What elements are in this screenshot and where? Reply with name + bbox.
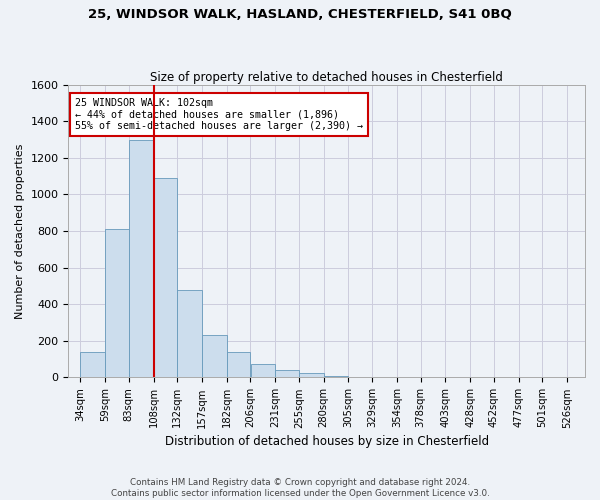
Bar	[80, 352, 105, 378]
Bar	[251, 364, 275, 378]
Bar	[227, 352, 250, 378]
Title: Size of property relative to detached houses in Chesterfield: Size of property relative to detached ho…	[150, 70, 503, 84]
Bar	[299, 373, 323, 378]
Bar	[373, 377, 397, 378]
Bar	[202, 336, 227, 378]
Text: Contains HM Land Registry data © Crown copyright and database right 2024.
Contai: Contains HM Land Registry data © Crown c…	[110, 478, 490, 498]
Bar	[105, 229, 128, 378]
Text: 25 WINDSOR WALK: 102sqm
← 44% of detached houses are smaller (1,896)
55% of semi: 25 WINDSOR WALK: 102sqm ← 44% of detache…	[75, 98, 363, 131]
Bar	[349, 376, 372, 378]
Bar	[178, 290, 202, 378]
Bar	[275, 370, 299, 378]
Bar	[324, 376, 349, 378]
X-axis label: Distribution of detached houses by size in Chesterfield: Distribution of detached houses by size …	[164, 434, 489, 448]
Text: 25, WINDSOR WALK, HASLAND, CHESTERFIELD, S41 0BQ: 25, WINDSOR WALK, HASLAND, CHESTERFIELD,…	[88, 8, 512, 20]
Y-axis label: Number of detached properties: Number of detached properties	[15, 144, 25, 319]
Bar	[154, 178, 177, 378]
Bar	[129, 140, 154, 378]
